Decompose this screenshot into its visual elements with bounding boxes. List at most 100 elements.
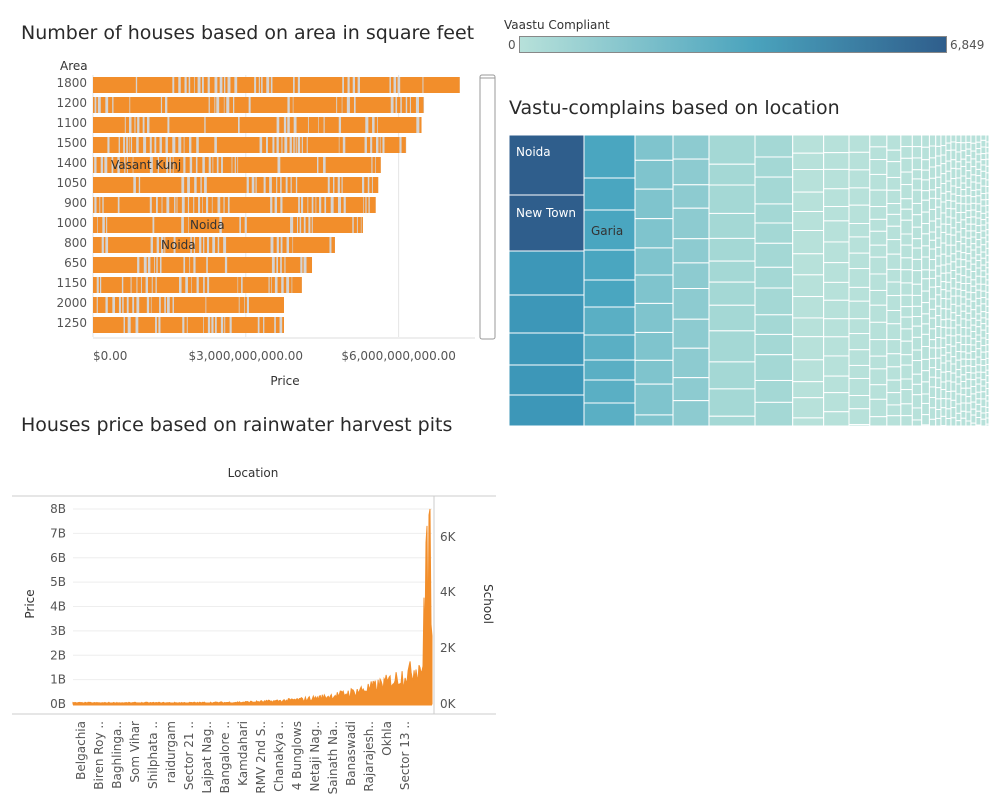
legend-title: Vaastu Compliant (504, 18, 610, 32)
treemap-cell (928, 277, 937, 288)
treemap-cell (935, 246, 942, 257)
bar-segment (123, 277, 131, 293)
treemap-cell (965, 371, 972, 380)
treemap-cell (965, 135, 972, 143)
treemap-cell (960, 283, 967, 291)
treemap-cell (960, 158, 967, 167)
bar-segment (163, 237, 165, 253)
bar-segment (139, 297, 147, 313)
bar-segment (93, 97, 95, 113)
treemap-cell (985, 333, 989, 340)
bar-segment (135, 177, 139, 193)
treemap-cell (985, 204, 989, 213)
bar-segments (93, 217, 363, 233)
treemap-cell (940, 145, 947, 156)
bar-segment (293, 97, 337, 113)
treemap-cell (848, 268, 871, 288)
bar-segment (355, 97, 391, 113)
treemap-cell (940, 354, 947, 364)
treemap-cell (672, 135, 710, 160)
treemap-cell (634, 331, 674, 361)
treemap-cell (848, 169, 871, 189)
treemap-cell (940, 223, 947, 233)
treemap-cell (754, 354, 794, 381)
treemap-cell (792, 274, 825, 298)
treemap-cell (928, 308, 937, 319)
treemap-cell (985, 199, 989, 206)
treemap-cell (975, 153, 982, 163)
treemap-cell (955, 281, 962, 290)
bar-segment (349, 97, 354, 113)
treemap-cell (848, 377, 871, 397)
bar-segment (248, 177, 252, 193)
treemap-cell (900, 282, 913, 296)
treemap-cell (792, 152, 825, 171)
treemap-cell (970, 209, 977, 218)
bar-segment (227, 257, 272, 273)
bar-segment (324, 117, 339, 133)
treemap-cell (950, 135, 957, 143)
treemap-cell (869, 159, 888, 175)
treemap-cell (945, 207, 952, 218)
treemap-cell (975, 297, 982, 307)
treemap-cell (970, 344, 977, 353)
treemap-cell (900, 340, 913, 356)
treemap-cell (945, 255, 952, 265)
treemap-cell (886, 213, 902, 227)
treemap-cell (509, 294, 585, 334)
treemap-cell (950, 335, 957, 347)
bar-segment (218, 157, 222, 173)
bar-segment (259, 77, 262, 93)
bar-segment (216, 317, 221, 333)
treemap-cell (823, 336, 850, 357)
treemap-cell (985, 247, 989, 256)
treemap-cell (985, 423, 989, 426)
treemap-cell (928, 317, 937, 330)
treemap-cell (708, 135, 756, 165)
treemap-cell (960, 150, 967, 160)
bar-segment (296, 117, 308, 133)
bar-segment (282, 317, 284, 333)
bar-segment (275, 317, 280, 333)
treemap-cell (950, 193, 957, 202)
treemap-cell (965, 312, 972, 321)
x-tick-label: Lajpat Nag.. (200, 721, 214, 793)
bar-segment (156, 137, 160, 153)
treemap-cell (965, 195, 972, 205)
treemap-cell (960, 303, 967, 312)
treemap-cell (975, 356, 982, 366)
bar-segment (204, 277, 208, 293)
treemap-cell (935, 347, 942, 359)
treemap-cell (940, 319, 947, 328)
treemap-label: Noida (516, 145, 551, 159)
treemap-cell (792, 417, 825, 426)
treemap-cell (634, 414, 674, 426)
treemap-cell (950, 227, 957, 236)
treemap-cell (965, 161, 972, 172)
treemap-cell (935, 368, 942, 379)
bar-segment (272, 197, 275, 213)
bar-segment (410, 97, 416, 113)
treemap-cell (975, 348, 982, 358)
bar-segment (279, 117, 284, 133)
y-tick-label: 1B (50, 673, 66, 687)
treemap-cell (960, 387, 967, 396)
treemap-cell (955, 324, 962, 336)
treemap-cell (935, 198, 942, 208)
treemap-cell (921, 146, 930, 161)
bar-segment (139, 117, 143, 133)
treemap-cell (940, 192, 947, 203)
treemap-cell (960, 344, 967, 353)
treemap-cell (792, 381, 825, 399)
bar-segment (219, 237, 224, 253)
treemap-cell (900, 269, 913, 284)
bar-segment (209, 277, 238, 293)
bar-segment (240, 217, 245, 233)
treemap-cell (970, 181, 977, 191)
bar-segment (316, 197, 320, 213)
x-tick-label: $6,000,000,000.00 (341, 349, 456, 363)
treemap-cell (823, 318, 850, 338)
treemap-cell (950, 200, 957, 210)
bar-segment (134, 297, 137, 313)
treemap-cell (965, 378, 972, 389)
